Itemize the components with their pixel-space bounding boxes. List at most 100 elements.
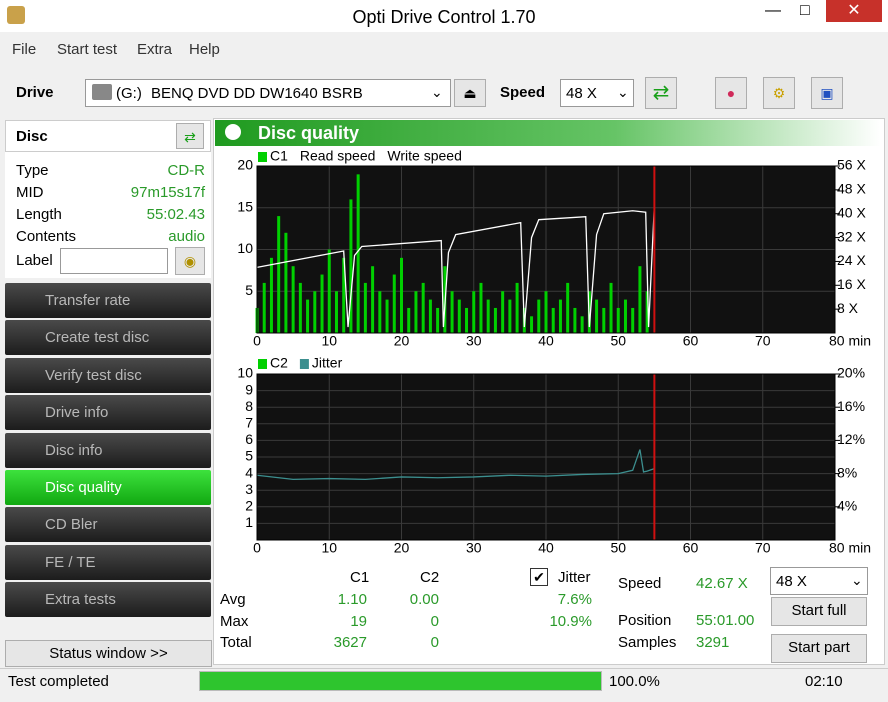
maximize[interactable]: □ bbox=[800, 2, 810, 19]
app-icon bbox=[7, 6, 25, 24]
bar bbox=[616, 307, 620, 333]
disc-refresh[interactable]: ⇄ bbox=[176, 123, 204, 149]
y-tick-label: 5 bbox=[245, 282, 253, 298]
speed-select-2[interactable]: 48 X ⌄ bbox=[770, 567, 868, 595]
nav-item[interactable]: FE / TE bbox=[5, 544, 211, 580]
menu-item[interactable]: Start test bbox=[57, 41, 118, 58]
info-value: CD-R bbox=[167, 162, 206, 179]
legend-label: Write speed bbox=[387, 148, 461, 164]
refresh-button[interactable]: ⇄ bbox=[645, 77, 677, 109]
x-tick-label: 10 bbox=[321, 333, 337, 349]
bar bbox=[638, 266, 642, 333]
label-button[interactable]: ◉ bbox=[175, 247, 205, 275]
drive-label: Drive bbox=[16, 84, 54, 101]
bar bbox=[306, 299, 310, 333]
bar bbox=[277, 216, 281, 333]
stat-value: 19 bbox=[350, 612, 367, 630]
x-tick-label: 10 bbox=[321, 540, 337, 556]
info-label: Length bbox=[16, 206, 62, 223]
bar bbox=[349, 199, 353, 333]
bar bbox=[457, 299, 461, 333]
bar bbox=[537, 299, 541, 333]
bar bbox=[313, 291, 317, 333]
y2-tick-label: 4% bbox=[837, 498, 857, 514]
bar bbox=[595, 299, 599, 333]
bar bbox=[551, 307, 555, 333]
x-tick-label: 80 min bbox=[829, 333, 871, 349]
nav-item[interactable]: Disc info bbox=[5, 432, 211, 468]
speed-value: 48 X bbox=[566, 85, 597, 102]
legend-swatch bbox=[299, 359, 309, 369]
stat-label: Max bbox=[220, 612, 249, 630]
jitter-checkbox[interactable]: ✔ bbox=[530, 568, 548, 586]
legend-label: Jitter bbox=[312, 355, 343, 371]
close[interactable]: ✕ bbox=[826, 0, 882, 22]
bar bbox=[428, 299, 432, 333]
bar bbox=[385, 299, 389, 333]
eject-button[interactable]: ⏏ bbox=[454, 79, 486, 107]
nav-item[interactable]: Extra tests bbox=[5, 582, 211, 618]
y-tick-label: 10 bbox=[237, 365, 253, 381]
bar bbox=[371, 266, 375, 333]
nav-item[interactable]: Drive info bbox=[5, 395, 211, 431]
bar bbox=[501, 291, 505, 333]
nav-item[interactable]: Create test disc bbox=[5, 320, 211, 356]
save-button[interactable]: ▣ bbox=[811, 77, 843, 109]
window-title: Opti Drive Control 1.70 bbox=[352, 7, 536, 27]
bar bbox=[414, 291, 418, 333]
menu-item[interactable]: File bbox=[12, 41, 37, 58]
legend-label: Read speed bbox=[300, 148, 376, 164]
bar bbox=[602, 307, 606, 333]
stat-value: 7.6% bbox=[557, 591, 592, 608]
info-label: Contents bbox=[16, 228, 77, 245]
settings-button[interactable]: ⚙ bbox=[763, 77, 795, 109]
bar bbox=[479, 282, 483, 333]
bar bbox=[320, 274, 324, 333]
stat-value: 3627 bbox=[333, 634, 367, 651]
x-tick-label: 60 bbox=[683, 540, 699, 556]
menu-item[interactable]: Help bbox=[189, 41, 220, 58]
x-tick-label: 30 bbox=[466, 333, 482, 349]
y2-tick-label: 20% bbox=[837, 365, 865, 381]
progress-label: 100.0% bbox=[609, 673, 660, 690]
speed-select[interactable]: 48 X ⌄ bbox=[560, 79, 634, 107]
drive-icon bbox=[92, 84, 112, 100]
nav-item[interactable]: Disc quality bbox=[5, 470, 211, 505]
x-tick-label: 0 bbox=[253, 333, 261, 349]
bar bbox=[465, 307, 469, 333]
start-full[interactable]: Start full bbox=[771, 597, 867, 626]
info-label: MID bbox=[16, 184, 44, 201]
status-message: Test completed bbox=[8, 673, 109, 690]
line bbox=[256, 449, 655, 481]
bar bbox=[508, 299, 512, 333]
y-tick-label: 9 bbox=[245, 381, 253, 397]
info-label: Position bbox=[618, 612, 672, 629]
status-window-button[interactable]: Status window >> bbox=[5, 640, 212, 667]
legend-swatch bbox=[258, 152, 267, 162]
x-tick-label: 40 bbox=[538, 333, 554, 349]
info-value: audio bbox=[168, 228, 205, 245]
bar bbox=[515, 282, 519, 333]
bar bbox=[356, 174, 360, 333]
erase-button[interactable]: ● bbox=[715, 77, 747, 109]
start-part[interactable]: Start part bbox=[771, 634, 867, 663]
plot-border bbox=[256, 373, 836, 541]
bar bbox=[392, 274, 396, 333]
drive-letter: (G:) bbox=[116, 85, 142, 102]
x-tick-label: 20 bbox=[394, 540, 410, 556]
y2-tick-label: 32 X bbox=[837, 228, 866, 244]
drive-select[interactable]: (G:) BENQ DVD DD DW1640 BSRB ⌄ bbox=[85, 79, 451, 107]
nav-item[interactable]: Verify test disc bbox=[5, 357, 211, 393]
bar bbox=[544, 291, 548, 333]
nav-item[interactable]: CD Bler bbox=[5, 507, 211, 543]
nav-item[interactable]: Transfer rate bbox=[5, 283, 211, 318]
menu-item[interactable]: Extra bbox=[137, 41, 173, 58]
drive-name: BENQ DVD DD DW1640 BSRB bbox=[151, 85, 363, 102]
y-tick-label: 20 bbox=[237, 157, 253, 173]
label-input[interactable] bbox=[60, 248, 168, 274]
minimize[interactable]: — bbox=[765, 2, 781, 19]
disc-header: Disc ⇄ bbox=[5, 120, 211, 152]
y2-tick-label: 16 X bbox=[837, 276, 866, 292]
